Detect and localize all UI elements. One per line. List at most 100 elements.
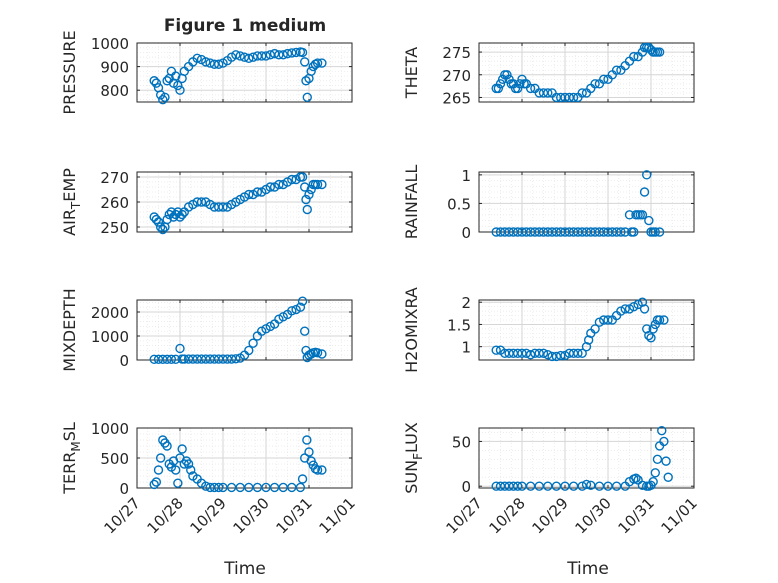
data-point	[297, 474, 308, 484]
data-point	[149, 76, 159, 86]
data-point	[177, 444, 187, 454]
data-point	[155, 453, 166, 463]
data-point	[274, 50, 284, 60]
data-series	[149, 47, 327, 105]
data-point	[261, 51, 271, 61]
data-point	[646, 333, 656, 343]
y-tick-label: 1000	[91, 35, 129, 53]
data-point	[170, 71, 181, 81]
data-point	[317, 465, 327, 475]
y-tick-label: 0.5	[447, 195, 471, 213]
data-point	[213, 59, 224, 69]
data-point	[543, 88, 553, 98]
y-tick-label: 2000	[91, 304, 129, 322]
data-point	[659, 315, 669, 325]
data-point	[192, 53, 202, 64]
subplot-6: 1 1.5 2 H2OMIXRA	[402, 287, 695, 373]
data-series	[491, 42, 665, 103]
y-tick-label: 900	[100, 59, 129, 77]
data-point	[644, 215, 654, 226]
data-point	[629, 51, 639, 62]
data-point	[317, 179, 327, 190]
data-point	[568, 92, 579, 103]
data-point	[513, 83, 523, 94]
data-point	[543, 349, 553, 360]
data-point	[583, 335, 594, 345]
y-tick-label: 800	[100, 82, 129, 100]
axes-box	[478, 42, 695, 103]
y-tick-label: 1.5	[447, 316, 471, 334]
data-point	[629, 227, 639, 237]
data-point	[248, 338, 258, 348]
data-point	[297, 296, 308, 306]
data-point	[295, 302, 306, 312]
data-point	[639, 304, 650, 314]
data-point	[231, 354, 241, 364]
data-point	[642, 170, 652, 180]
data-point	[648, 477, 658, 487]
minor-grid	[478, 172, 695, 233]
axes-box	[478, 299, 695, 361]
y-axis-label-part: M	[69, 441, 83, 451]
data-point	[231, 50, 241, 60]
data-point	[654, 47, 665, 57]
y-tick-label: 270	[100, 169, 129, 187]
data-point	[166, 354, 177, 364]
data-point	[244, 345, 254, 356]
axis-ticks	[478, 300, 695, 360]
data-point	[244, 53, 254, 64]
data-point	[177, 209, 187, 220]
subplot-1: 800 900 1000 PRESSURE	[60, 30, 353, 115]
data-point	[269, 48, 280, 59]
data-point	[581, 341, 592, 352]
y-axis-label-part: MIXDEPTH	[60, 288, 79, 371]
data-point	[631, 473, 641, 483]
data-point	[661, 456, 671, 466]
data-point	[495, 79, 506, 89]
data-point	[300, 57, 310, 67]
y-axis-label: THETA	[402, 47, 421, 99]
data-series	[149, 296, 327, 364]
data-point	[304, 189, 314, 200]
y-axis-label-part: AIR	[60, 209, 79, 236]
data-point	[173, 478, 183, 488]
data-point	[155, 222, 166, 232]
data-point	[639, 187, 650, 197]
data-point	[620, 304, 630, 314]
data-point	[525, 349, 536, 360]
y-axis-label-part: SL	[60, 422, 79, 441]
data-point	[213, 482, 224, 493]
axes-box	[136, 299, 353, 361]
data-point	[274, 179, 284, 190]
y-tick-label: 275	[442, 44, 471, 62]
data-point	[244, 189, 254, 200]
data-point	[652, 454, 663, 465]
y-tick-label: 250	[100, 219, 129, 237]
data-point	[149, 479, 159, 490]
data-point	[525, 83, 536, 94]
data-series	[149, 172, 327, 235]
x-axis-label-right: Time	[566, 559, 609, 579]
data-point	[257, 51, 267, 61]
y-axis-label-part: LUX	[402, 422, 421, 453]
data-point	[599, 74, 609, 85]
data-point	[282, 48, 293, 59]
data-point	[287, 306, 297, 316]
y-tick-label: 50	[452, 433, 471, 451]
data-point	[183, 459, 194, 469]
data-point	[312, 348, 323, 358]
data-point	[312, 58, 323, 68]
data-point	[637, 297, 648, 307]
data-point	[648, 324, 658, 334]
data-point	[173, 80, 183, 91]
y-tick-label: 0	[461, 224, 471, 242]
data-point	[235, 51, 245, 61]
data-point	[151, 477, 162, 487]
y-tick-label: 500	[100, 450, 129, 468]
data-point	[291, 47, 301, 58]
data-series	[491, 425, 673, 491]
subplot-4: 0 0.5 1 RAINFALL	[402, 165, 695, 242]
y-tick-label: 0	[119, 480, 129, 498]
data-point	[170, 465, 181, 475]
